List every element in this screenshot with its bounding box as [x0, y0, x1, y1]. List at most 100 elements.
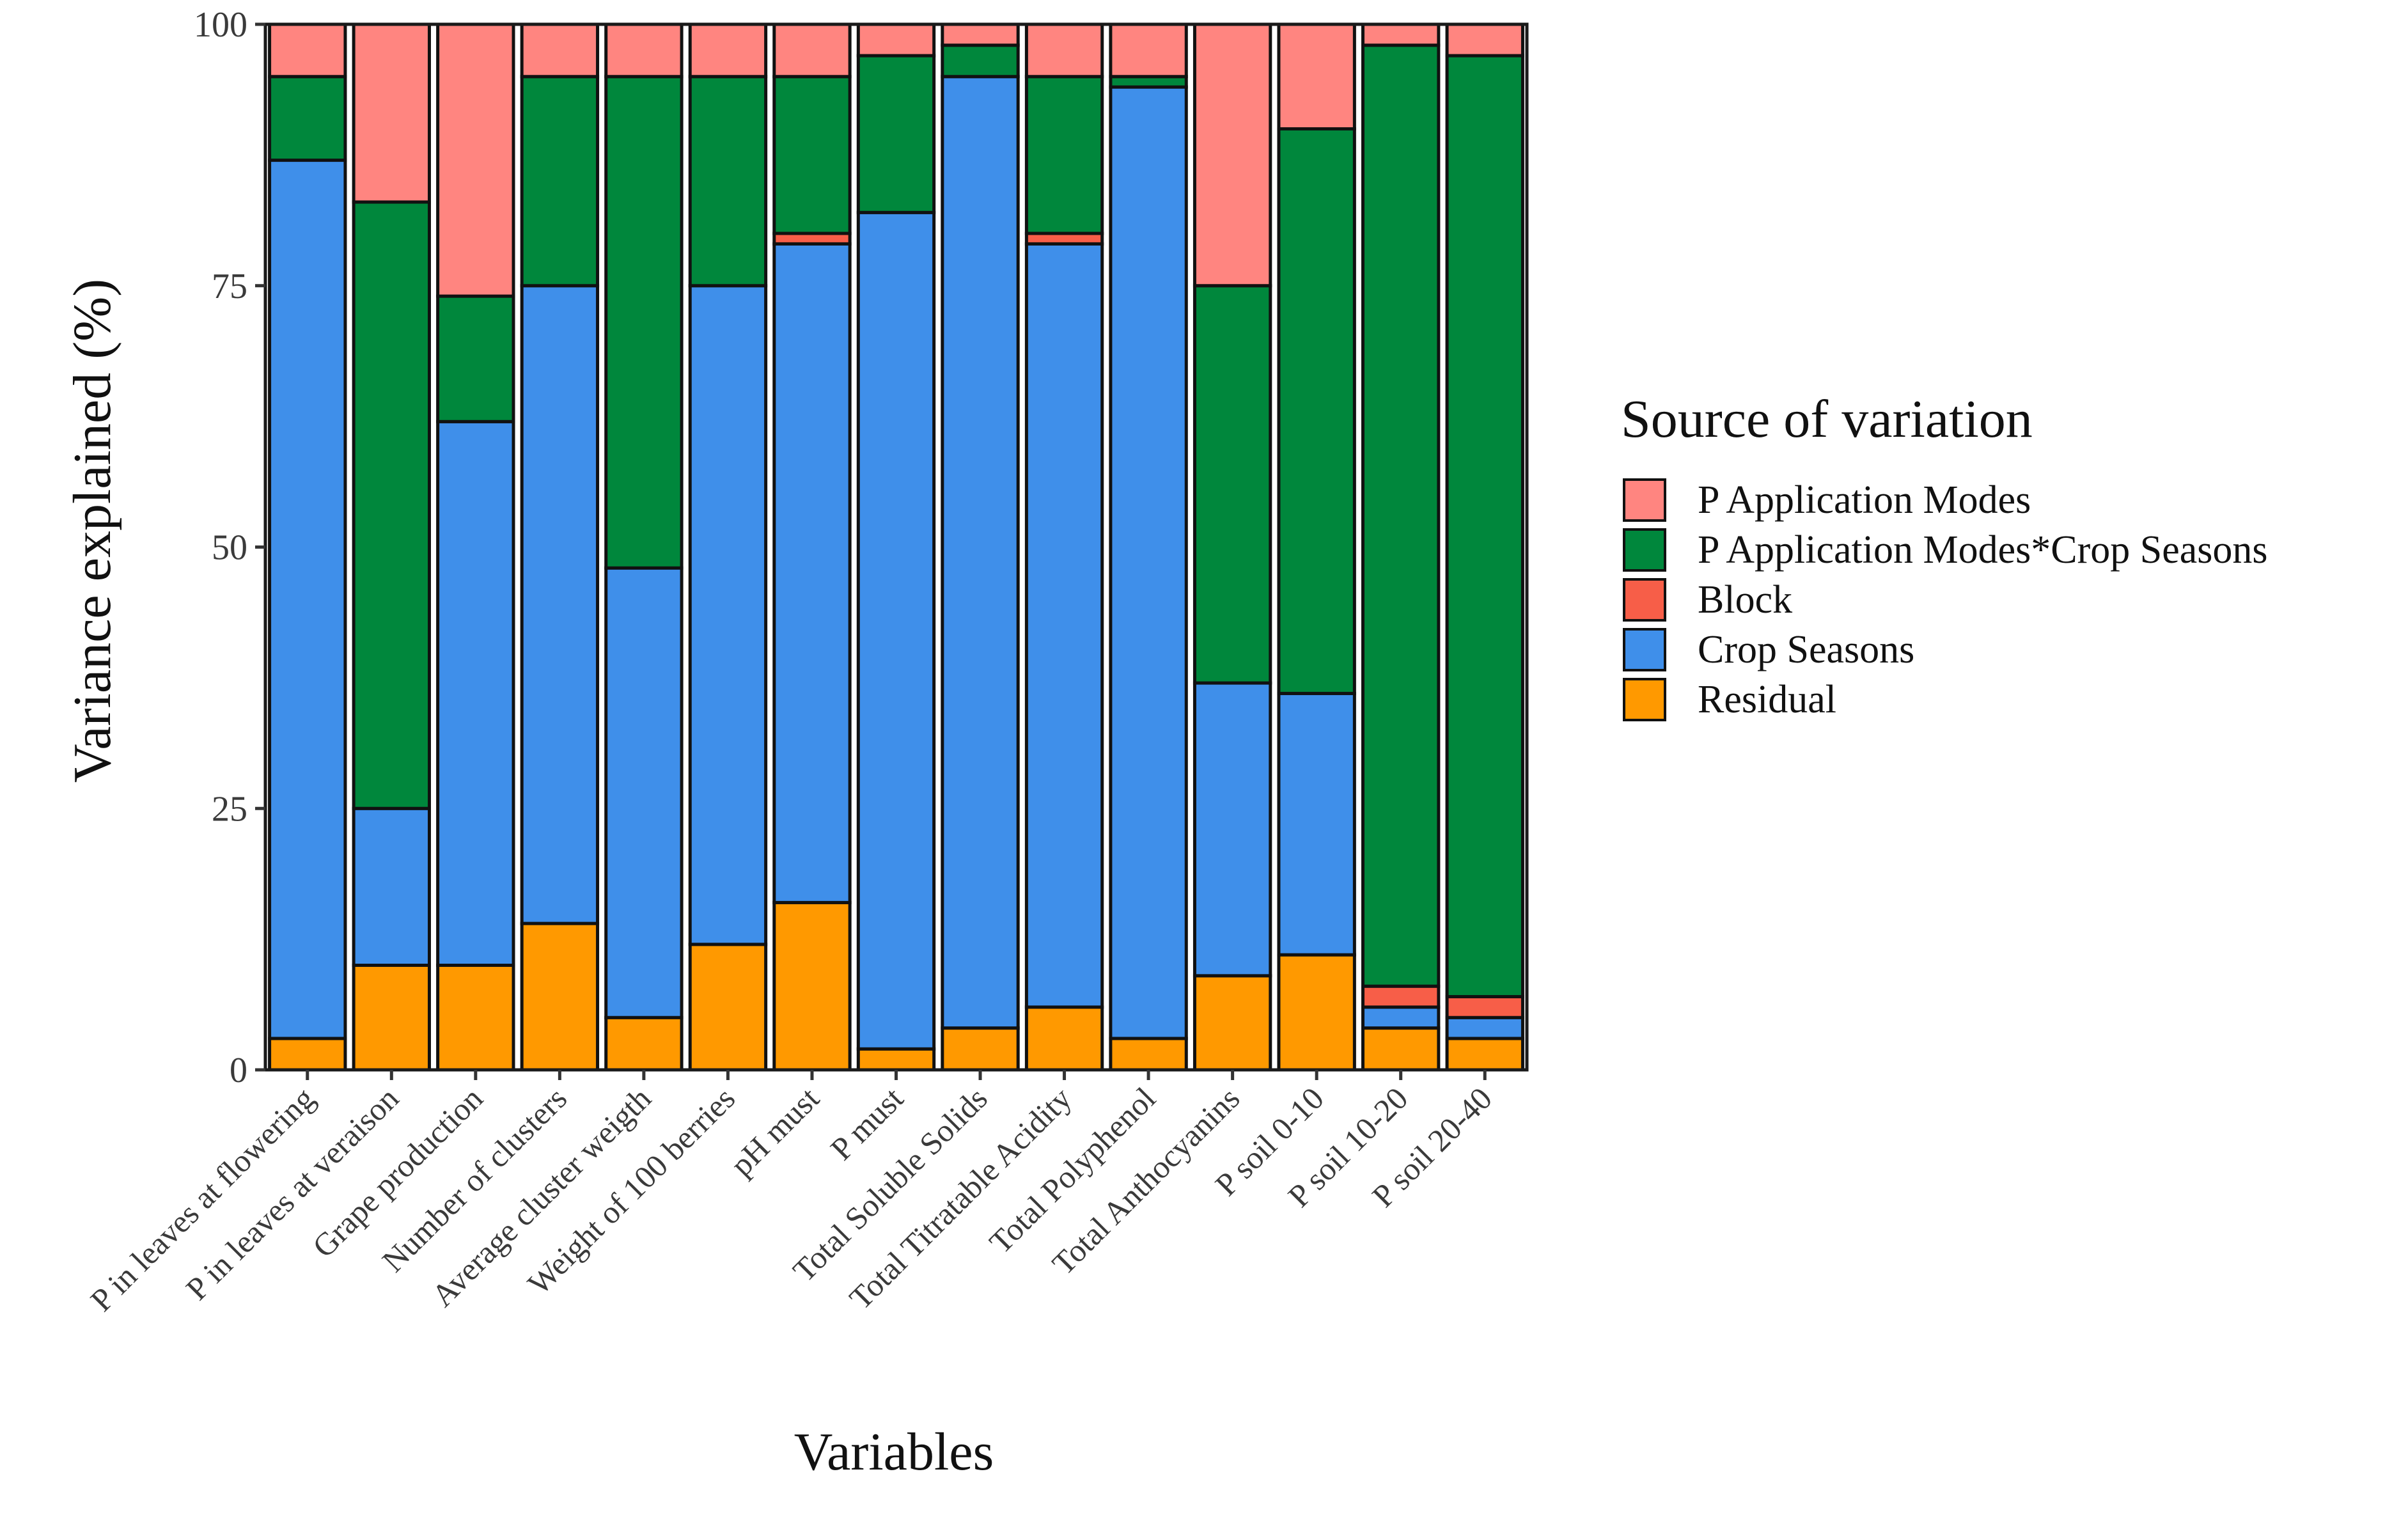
- bar-segment-p-application-modes-crop-seasons: [268, 75, 347, 162]
- y-tick-label: 100: [194, 5, 247, 45]
- legend-item-p-application-modes-crop-seasons: P Application Modes*Crop Seasons: [1623, 528, 2268, 572]
- bar-segment-crop-seasons: [772, 242, 852, 904]
- bar-segment-p-application-modes: [1361, 22, 1441, 47]
- bar-segment-p-application-modes-crop-seasons: [436, 294, 515, 423]
- x-axis-title: Variables: [794, 1422, 994, 1482]
- y-tick-label: 0: [230, 1051, 247, 1090]
- bar-segment-residual: [352, 964, 431, 1072]
- bar-stack-ph-must: [772, 22, 852, 1072]
- bar-stack-total-titratable-acidity: [1024, 22, 1104, 1072]
- legend-swatch: [1623, 628, 1666, 671]
- bar-stack-p-soil-0-10: [1277, 22, 1356, 1072]
- bar-segment-crop-seasons: [436, 419, 515, 967]
- bar-stack-total-anthocyanins: [1192, 22, 1272, 1072]
- bar-segment-p-application-modes: [604, 22, 684, 79]
- bar-segment-p-application-modes: [1277, 22, 1356, 130]
- bar-segment-block: [1361, 984, 1441, 1009]
- bar-segment-crop-seasons: [856, 210, 936, 1051]
- bar-segment-p-application-modes: [1192, 22, 1272, 288]
- bar-segment-residual: [1361, 1026, 1441, 1072]
- bar-stack-grape-production: [436, 22, 515, 1072]
- bar-segment-crop-seasons: [604, 566, 684, 1019]
- bar-segment-p-application-modes: [520, 22, 600, 79]
- legend-item-residual: Residual: [1623, 678, 1836, 721]
- legend-item-crop-seasons: Crop Seasons: [1623, 628, 1914, 671]
- bar-segment-p-application-modes-crop-seasons: [1361, 43, 1441, 988]
- bar-segment-crop-seasons: [1445, 1015, 1524, 1040]
- bar-stack-average-cluster-weigth: [604, 22, 684, 1072]
- bar-stack-p-in-leaves-at-veraison: [352, 22, 431, 1072]
- bar-segment-crop-seasons: [688, 284, 768, 946]
- bar-segment-crop-seasons: [520, 284, 600, 925]
- bar-segment-p-application-modes-crop-seasons: [1445, 54, 1524, 999]
- bar-segment-crop-seasons: [268, 159, 347, 1040]
- y-tick-label: 50: [212, 528, 247, 568]
- bar-segment-p-application-modes-crop-seasons: [352, 200, 431, 810]
- bar-segment-residual: [1192, 974, 1272, 1072]
- bar-segment-crop-seasons: [1109, 85, 1188, 1040]
- legend-label: Block: [1698, 578, 1792, 622]
- legend-swatch: [1623, 678, 1666, 721]
- bar-segment-p-application-modes-crop-seasons: [941, 43, 1020, 79]
- y-tick-label: 25: [212, 789, 247, 829]
- bar-segment-p-application-modes: [688, 22, 768, 79]
- bar-segment-residual: [688, 943, 768, 1072]
- bar-segment-p-application-modes-crop-seasons: [520, 75, 600, 288]
- bar-segment-residual: [1024, 1005, 1104, 1072]
- legend: Source of variation P Application ModesP…: [1621, 389, 2268, 721]
- bar-segment-crop-seasons: [1192, 681, 1272, 978]
- bar-segment-residual: [941, 1026, 1020, 1072]
- bar-stack-p-must: [856, 22, 936, 1072]
- bar-segment-p-application-modes-crop-seasons: [1277, 127, 1356, 695]
- bar-stack-weight-of-100-berries: [688, 22, 768, 1072]
- bar-stack-total-polyphenol: [1109, 22, 1188, 1072]
- bar-segment-block: [1445, 995, 1524, 1019]
- bar-segment-residual: [856, 1047, 936, 1072]
- legend-swatch: [1623, 578, 1666, 622]
- bar-segment-crop-seasons: [1277, 691, 1356, 957]
- bar-segment-p-application-modes-crop-seasons: [856, 54, 936, 214]
- bar-segment-p-application-modes: [941, 22, 1020, 47]
- bar-segment-residual: [1277, 953, 1356, 1072]
- bar-segment-p-application-modes-crop-seasons: [1024, 75, 1104, 235]
- bar-segment-p-application-modes: [436, 22, 515, 298]
- bar-segment-residual: [268, 1037, 347, 1072]
- bar-segment-p-application-modes: [772, 22, 852, 79]
- bars-layer: [268, 22, 1524, 1072]
- legend-title: Source of variation: [1621, 389, 2033, 449]
- bar-stack-p-in-leaves-at-flowering: [268, 22, 347, 1072]
- bar-segment-residual: [604, 1015, 684, 1072]
- bar-segment-crop-seasons: [941, 75, 1020, 1030]
- bar-segment-residual: [520, 921, 600, 1072]
- legend-swatch: [1623, 478, 1666, 522]
- y-axis-title: Variance explained (%): [63, 279, 122, 783]
- bar-segment-p-application-modes: [1109, 22, 1188, 79]
- bar-segment-residual: [436, 964, 515, 1072]
- y-axis: 0 25 50 75 100: [194, 5, 265, 1090]
- bar-stack-p-soil-20-40: [1445, 22, 1524, 1072]
- legend-label: Residual: [1698, 678, 1836, 721]
- bar-segment-p-application-modes-crop-seasons: [772, 75, 852, 235]
- bar-segment-p-application-modes: [268, 22, 347, 79]
- bar-segment-crop-seasons: [1361, 1005, 1441, 1030]
- bar-segment-residual: [772, 900, 852, 1072]
- bar-segment-residual: [1445, 1037, 1524, 1072]
- bar-segment-p-application-modes-crop-seasons: [604, 75, 684, 570]
- legend-label: P Application Modes: [1698, 478, 2031, 522]
- legend-item-block: Block: [1623, 578, 1792, 622]
- bar-segment-crop-seasons: [352, 806, 431, 967]
- bar-segment-p-application-modes: [856, 22, 936, 58]
- bar-segment-p-application-modes-crop-seasons: [688, 75, 768, 288]
- legend-item-p-application-modes: P Application Modes: [1623, 478, 2031, 522]
- bar-segment-p-application-modes: [352, 22, 431, 204]
- legend-swatch: [1623, 528, 1666, 572]
- legend-items: P Application Modes P Application Modes*C…: [1623, 478, 2268, 721]
- bar-segment-p-application-modes-crop-seasons: [1192, 284, 1272, 685]
- bar-segment-crop-seasons: [1024, 242, 1104, 1009]
- legend-label: P Application Modes*Crop Seasons: [1698, 528, 2268, 572]
- x-tick-label: pH must: [723, 1080, 825, 1182]
- legend-label: Crop Seasons: [1698, 628, 1914, 671]
- bar-segment-p-application-modes: [1445, 22, 1524, 58]
